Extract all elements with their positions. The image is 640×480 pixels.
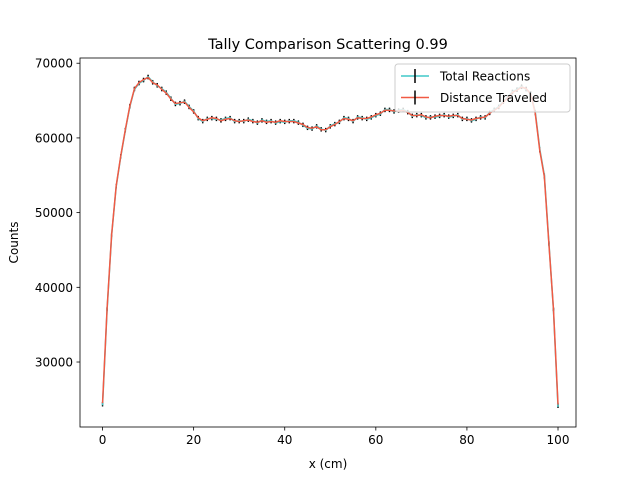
legend-box [394, 63, 571, 113]
chart-title: Tally Comparison Scattering 0.99 [207, 37, 448, 53]
y-tick-label: 50000 [35, 206, 73, 220]
legend: Total Reactions Distance Traveled [394, 63, 571, 113]
x-axis: 0 20 40 60 80 100 [99, 427, 570, 447]
x-tick-label: 80 [459, 433, 474, 447]
y-tick-label: 70000 [35, 57, 73, 71]
y-tick-label: 60000 [35, 131, 73, 145]
y-axis-label: Counts [7, 222, 21, 264]
y-tick-label: 40000 [35, 281, 73, 295]
legend-label-1: Distance Traveled [440, 91, 547, 105]
legend-label-0: Total Reactions [439, 70, 530, 84]
plot-area [101, 74, 559, 408]
axes-frame [79, 57, 577, 428]
x-tick-label: 20 [186, 433, 201, 447]
y-axis: 30000 40000 50000 60000 70000 [35, 57, 80, 370]
x-tick-label: 60 [368, 433, 383, 447]
x-tick-label: 0 [99, 433, 107, 447]
y-tick-label: 30000 [35, 356, 73, 370]
series-line-1 [101, 76, 559, 405]
x-tick-label: 40 [277, 433, 292, 447]
x-axis-label: x (cm) [309, 457, 348, 471]
x-tick-label: 100 [547, 433, 570, 447]
